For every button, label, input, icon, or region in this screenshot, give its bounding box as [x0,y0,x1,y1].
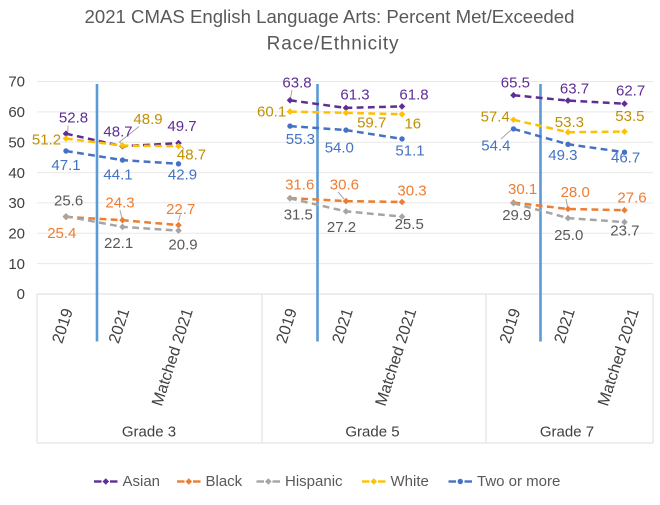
svg-text:25.0: 25.0 [554,227,583,244]
svg-text:28.0: 28.0 [561,184,590,201]
svg-text:51.1: 51.1 [395,143,424,160]
svg-text:54.4: 54.4 [481,138,510,155]
svg-text:27.2: 27.2 [327,219,356,236]
svg-text:40: 40 [8,165,25,182]
svg-text:57.4: 57.4 [481,108,510,125]
svg-text:44.1: 44.1 [103,166,132,183]
svg-text:52.8: 52.8 [59,109,88,126]
svg-text:Black: Black [206,473,243,490]
svg-text:29.9: 29.9 [502,207,531,224]
svg-text:70: 70 [8,74,25,91]
svg-text:53.3: 53.3 [555,114,584,131]
svg-text:30.3: 30.3 [397,183,426,200]
svg-text:20.9: 20.9 [168,236,197,253]
svg-text:31.6: 31.6 [285,177,314,194]
svg-text:48.7: 48.7 [103,123,132,140]
svg-text:47.1: 47.1 [51,157,80,174]
svg-text:60.1: 60.1 [257,104,286,121]
svg-text:0: 0 [17,286,25,303]
svg-text:55.3: 55.3 [286,131,315,148]
svg-text:24.3: 24.3 [105,195,134,212]
svg-text:49.3: 49.3 [548,147,577,164]
svg-text:46.7: 46.7 [611,150,640,167]
svg-text:16: 16 [404,116,421,133]
svg-text:10: 10 [8,256,25,273]
svg-text:20: 20 [8,226,25,243]
svg-text:White: White [391,473,429,490]
svg-text:25.6: 25.6 [54,192,83,209]
svg-text:54.0: 54.0 [325,139,354,156]
svg-text:49.7: 49.7 [167,118,196,135]
svg-text:Grade 3: Grade 3 [122,424,176,441]
svg-text:62.7: 62.7 [616,83,645,100]
svg-text:22.7: 22.7 [166,201,195,218]
svg-text:Grade 5: Grade 5 [345,424,399,441]
svg-text:61.3: 61.3 [340,86,369,103]
svg-text:48.9: 48.9 [133,111,162,128]
svg-text:Asian: Asian [123,473,161,490]
svg-text:25.4: 25.4 [47,225,76,242]
svg-text:51.2: 51.2 [32,131,61,148]
svg-text:23.7: 23.7 [610,222,639,239]
svg-text:27.6: 27.6 [617,189,646,206]
svg-text:42.9: 42.9 [168,166,197,183]
svg-text:Two or more: Two or more [477,473,560,490]
svg-text:63.7: 63.7 [560,81,589,98]
svg-text:Race/Ethnicity: Race/Ethnicity [267,34,400,55]
svg-text:50: 50 [8,134,25,151]
svg-text:61.8: 61.8 [399,86,428,103]
svg-text:30.1: 30.1 [508,181,537,198]
svg-text:65.5: 65.5 [501,74,530,91]
svg-text:22.1: 22.1 [104,235,133,252]
svg-text:25.5: 25.5 [395,216,424,233]
svg-text:Grade 7: Grade 7 [540,424,594,441]
svg-text:59.7: 59.7 [357,114,386,131]
svg-text:53.5: 53.5 [615,108,644,125]
svg-text:63.8: 63.8 [282,75,311,92]
svg-text:60: 60 [8,104,25,121]
svg-text:48.7: 48.7 [177,146,206,163]
svg-text:Hispanic: Hispanic [285,473,343,490]
svg-text:30.6: 30.6 [330,176,359,193]
svg-text:2021 CMAS English Language Art: 2021 CMAS English Language Arts: Percent… [85,6,575,27]
svg-text:30: 30 [8,195,25,212]
svg-text:31.5: 31.5 [284,206,313,223]
